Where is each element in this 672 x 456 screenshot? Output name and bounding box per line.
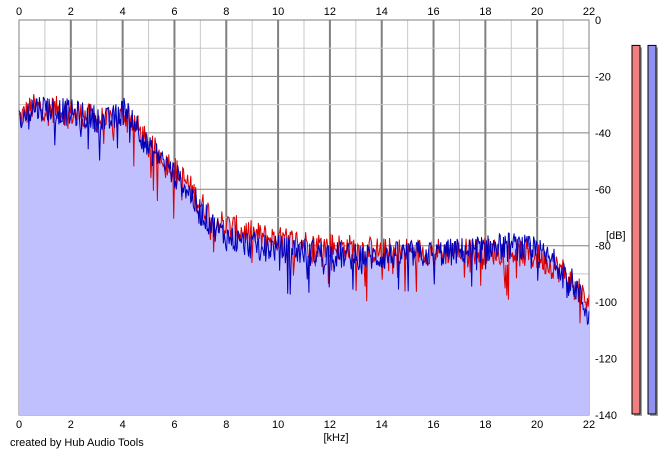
y-tick-label: -140: [595, 410, 617, 422]
y-tick-label: -120: [595, 354, 617, 366]
x-tick-label-top: 10: [272, 6, 284, 18]
x-tick-label-bottom: 2: [68, 419, 74, 431]
y-tick-label: -80: [595, 241, 611, 253]
x-tick-label-bottom: 6: [171, 419, 177, 431]
y-tick-label: -60: [595, 184, 611, 196]
x-axis-label: [kHz]: [323, 432, 348, 444]
y-tick-label: -20: [595, 71, 611, 83]
x-tick-label-top: 12: [324, 6, 336, 18]
spectrum-series: [18, 94, 590, 326]
x-tick-label-bottom: 22: [583, 419, 595, 431]
x-tick-label-top: 4: [120, 6, 126, 18]
x-tick-label-top: 14: [376, 6, 388, 18]
x-tick-label-top: 20: [531, 6, 543, 18]
x-tick-label-top: 8: [223, 6, 229, 18]
x-tick-label-top: 6: [171, 6, 177, 18]
x-tick-label-bottom: 4: [120, 419, 126, 431]
x-tick-label-bottom: 8: [223, 419, 229, 431]
series-line-right: [18, 96, 590, 326]
y-tick-label: 0: [595, 15, 601, 27]
level-meters: [631, 44, 658, 417]
x-tick-label-bottom: 12: [324, 419, 336, 431]
x-tick-label-top: 2: [68, 6, 74, 18]
credit-text: created by Hub Audio Tools: [10, 437, 144, 449]
axis-ticks: 002244668810101212141416161818202022220-…: [16, 6, 617, 431]
x-tick-label-top: 22: [583, 6, 595, 18]
level-meter-right: [647, 44, 657, 415]
x-tick-label-bottom: 0: [16, 419, 22, 431]
x-tick-label-top: 0: [16, 6, 22, 18]
x-tick-label-bottom: 16: [427, 419, 439, 431]
x-tick-label-top: 16: [427, 6, 439, 18]
y-tick-label: -40: [595, 128, 611, 140]
x-tick-label-bottom: 18: [479, 419, 491, 431]
x-tick-label-top: 18: [479, 6, 491, 18]
y-axis-label: [dB]: [606, 230, 626, 242]
level-meter-left: [631, 44, 641, 415]
x-tick-label-bottom: 14: [376, 419, 388, 431]
y-tick-label: -100: [595, 297, 617, 309]
x-tick-label-bottom: 10: [272, 419, 284, 431]
x-tick-label-bottom: 20: [531, 419, 543, 431]
